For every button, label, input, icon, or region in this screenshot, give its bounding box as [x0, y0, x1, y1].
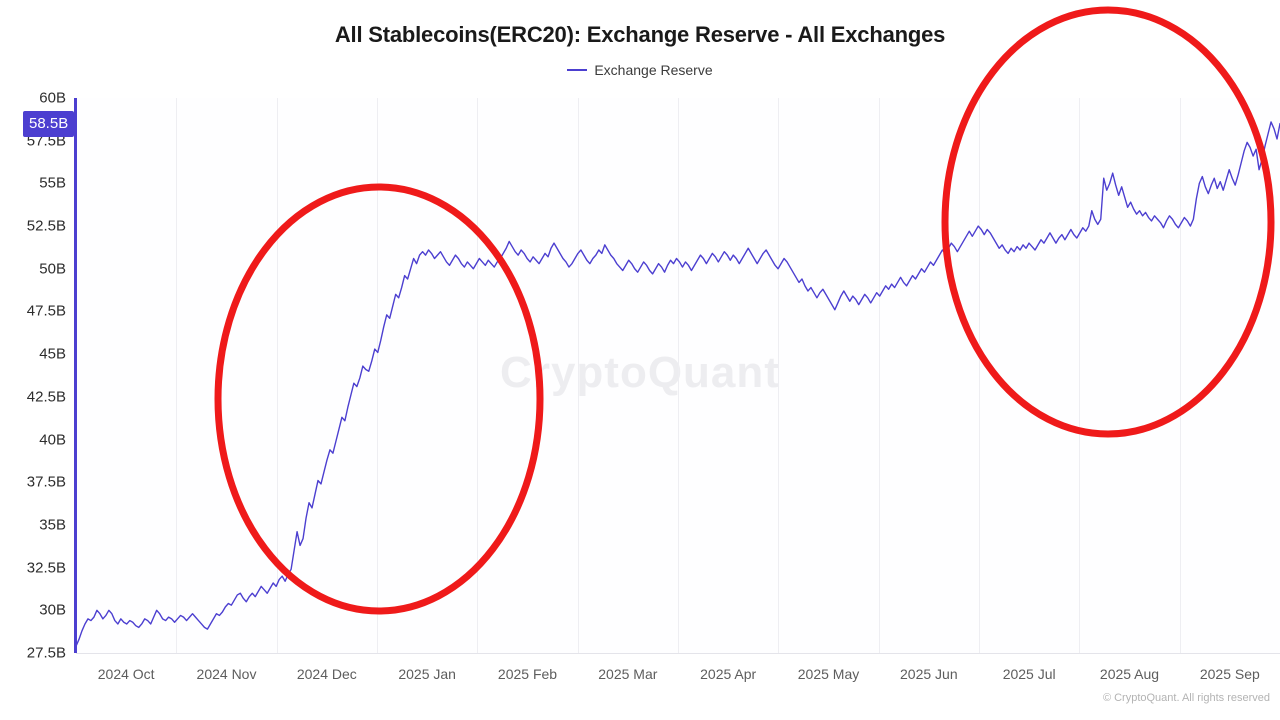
x-gridline — [778, 98, 780, 653]
x-gridline — [878, 98, 880, 653]
y-axis-tick-label: 37.5B — [26, 473, 66, 491]
x-axis-line — [76, 653, 1280, 654]
x-axis-tick-label: 2025 Sep — [1199, 666, 1260, 682]
x-gridline — [176, 98, 178, 653]
chart-legend: Exchange Reserve — [0, 62, 1280, 78]
legend-item-label: Exchange Reserve — [594, 62, 713, 78]
x-axis-tick-label: 2025 Jan — [398, 666, 456, 682]
series-plot — [76, 98, 1280, 653]
y-axis-tick-label: 45B — [39, 345, 66, 363]
series-line-0 — [76, 122, 1280, 646]
x-axis-tick-label: 2025 Jul — [1002, 666, 1056, 682]
y-axis-tick-label: 42.5B — [26, 388, 66, 406]
x-gridline — [678, 98, 679, 653]
x-axis-tick-label: 2025 May — [797, 666, 860, 682]
y-axis-tick-label: 60B — [39, 89, 66, 107]
y-axis-tick-label: 52.5B — [26, 217, 66, 235]
y-axis-tick-label: 50B — [39, 260, 66, 278]
copyright-credit: © CryptoQuant. All rights reserved — [1102, 692, 1270, 704]
x-axis-tick-label: 2024 Nov — [196, 666, 257, 682]
y-axis-labels: 60B 57.5B 55B 52.5B 50B 47.5B 45B 42.5B 40B 37.5B… — [0, 0, 76, 720]
x-axis-tick-label: 2024 Dec — [296, 666, 357, 682]
x-axis-tick-label: 2025 Apr — [700, 666, 757, 682]
x-axis-tick-label: 2025 Mar — [598, 666, 658, 682]
x-gridline — [577, 98, 579, 653]
y-axis-tick-label: 32.5B — [26, 559, 66, 577]
x-axis-tick-label: 2025 Jun — [900, 666, 958, 682]
chart-title: All Stablecoins(ERC20): Exchange Reserve… — [334, 22, 946, 47]
x-axis-tick-label: 2025 Aug — [1099, 666, 1160, 682]
y-axis-tick-label: 30B — [39, 601, 66, 619]
y-axis-tick-label: 40B — [39, 431, 66, 449]
y-axis-line — [74, 98, 77, 653]
y-axis-tick-label: 55B — [39, 174, 66, 192]
x-axis-tick-label: 2025 Feb — [497, 666, 558, 682]
current-value-badge: 58.5B — [23, 110, 75, 137]
line-marker-icon — [567, 69, 588, 71]
x-axis-tick-label: 2024 Oct — [97, 666, 155, 682]
y-axis-tick-label: 47.5B — [26, 302, 66, 320]
y-axis-tick-label: 35B — [39, 516, 66, 534]
legend-item-exchange-reserve[interactable]: Exchange Reserve — [567, 62, 713, 78]
y-axis-tick-label: 27.5B — [26, 644, 66, 662]
